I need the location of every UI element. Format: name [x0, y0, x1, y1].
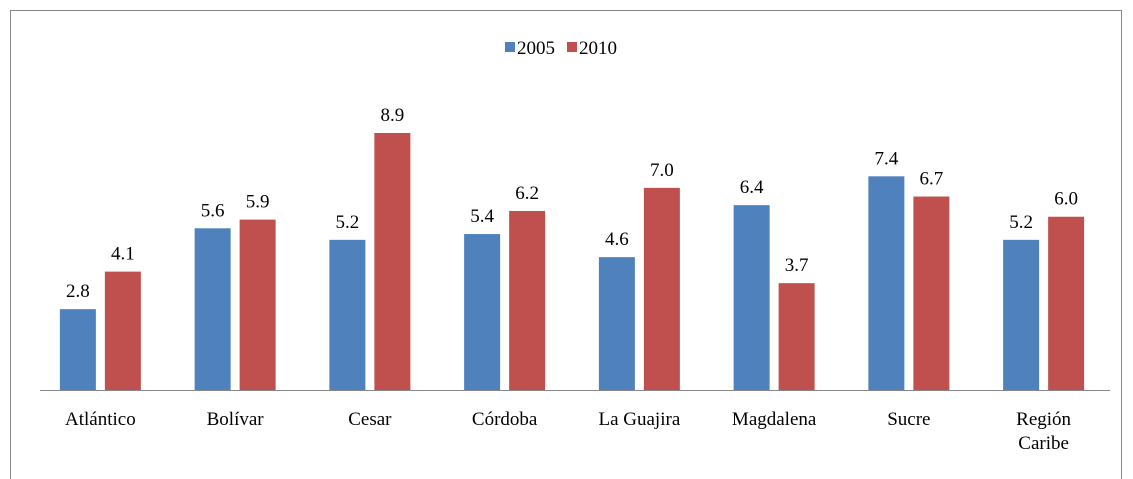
data-label: 4.1 — [111, 244, 135, 265]
x-tick-label: Atlántico — [65, 409, 136, 430]
legend-swatch — [505, 42, 515, 52]
data-label: 6.0 — [1054, 189, 1078, 210]
data-label: 6.2 — [515, 183, 539, 204]
bar — [239, 219, 276, 390]
data-label: 6.4 — [740, 177, 764, 198]
data-label: 3.7 — [785, 255, 809, 276]
x-tick-label: Región Caribe — [1016, 409, 1072, 454]
bar — [643, 187, 680, 390]
legend-label: 2005 — [517, 38, 555, 59]
bar — [778, 283, 815, 390]
legend-label: 2010 — [579, 38, 617, 59]
data-label: 8.9 — [381, 105, 405, 126]
x-tick-label: Córdoba — [471, 409, 538, 430]
data-label: 5.2 — [336, 212, 360, 233]
bar — [464, 234, 501, 390]
bar — [59, 309, 96, 390]
x-tick-label: La Guajira — [598, 409, 681, 430]
bar — [329, 239, 366, 390]
bar — [733, 205, 770, 390]
bar — [598, 257, 635, 390]
x-tick-label: Sucre — [887, 409, 931, 430]
bar — [1048, 216, 1085, 390]
data-label: 6.7 — [920, 169, 944, 190]
legend-swatch — [567, 42, 577, 52]
data-label: 5.6 — [201, 200, 225, 221]
bar — [374, 133, 411, 390]
data-label: 5.4 — [470, 206, 494, 227]
data-label: 2.8 — [66, 281, 90, 302]
bar — [913, 196, 950, 390]
data-label: 5.2 — [1009, 212, 1033, 233]
x-tick-label: Magdalena — [731, 409, 817, 430]
data-label: 7.0 — [650, 160, 674, 181]
chart-border — [10, 10, 1122, 479]
x-tick-label: Cesar — [348, 409, 392, 430]
data-label: 5.9 — [246, 192, 270, 213]
bar — [194, 228, 231, 390]
x-tick-label: Bolívar — [206, 409, 264, 430]
bar — [509, 210, 546, 390]
data-label: 4.6 — [605, 229, 629, 250]
data-label: 7.4 — [875, 148, 899, 169]
bar — [104, 271, 141, 390]
bar — [868, 176, 905, 390]
bar — [1003, 239, 1040, 390]
